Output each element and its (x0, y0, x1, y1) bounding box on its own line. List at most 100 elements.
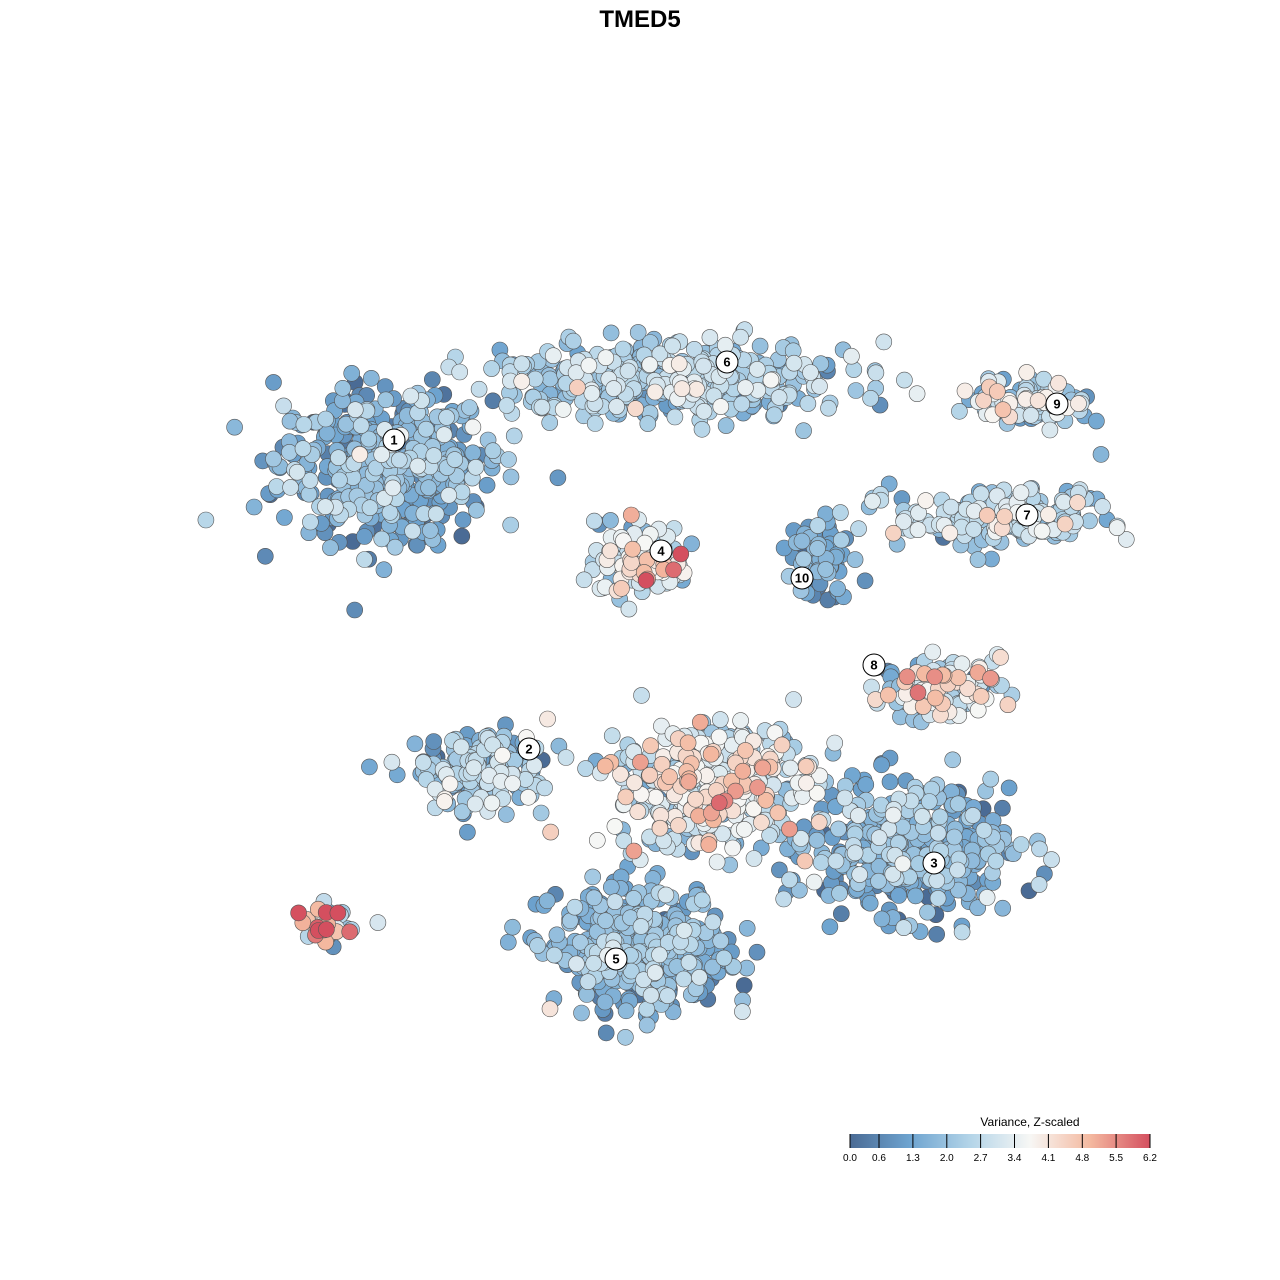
data-point (317, 498, 334, 516)
data-point (466, 795, 484, 813)
data-point (557, 749, 575, 766)
data-point (1050, 374, 1067, 392)
data-point (745, 850, 763, 867)
data-point (632, 918, 650, 935)
data-point (679, 734, 697, 752)
data-point (749, 779, 767, 796)
data-point (862, 389, 879, 407)
data-point (585, 889, 603, 907)
data-point (924, 643, 942, 661)
data-point (619, 362, 637, 380)
data-point (909, 521, 927, 539)
data-point (544, 347, 562, 365)
legend-tick-label: 2.0 (940, 1153, 954, 1164)
data-point (711, 711, 729, 728)
data-point (832, 504, 849, 521)
data-point (691, 713, 709, 731)
data-point (294, 440, 312, 457)
data-point (994, 899, 1012, 917)
data-point (884, 865, 902, 883)
data-point (847, 382, 865, 399)
data-point (950, 881, 967, 899)
data-point (602, 878, 620, 896)
data-point (949, 669, 967, 686)
data-point (688, 380, 705, 398)
data-point (484, 442, 502, 460)
data-point (499, 933, 517, 951)
legend-colorbar (850, 1134, 1150, 1148)
cluster-label-text: 5 (612, 952, 619, 967)
data-point (809, 517, 827, 534)
data-point (484, 392, 502, 410)
legend-tick-label: 4.8 (1075, 1153, 1089, 1164)
data-point (360, 430, 378, 448)
data-point (541, 414, 559, 431)
data-point (926, 689, 944, 707)
data-point (843, 347, 860, 365)
data-point (1088, 412, 1105, 430)
data-point (1108, 519, 1126, 537)
cluster-label-badge (790, 566, 814, 590)
data-point (641, 356, 659, 374)
data-point (632, 753, 649, 771)
data-point (465, 759, 483, 777)
data-point (596, 757, 614, 775)
data-point (542, 823, 560, 841)
data-point (1043, 851, 1060, 868)
data-point (673, 380, 691, 398)
data-point (452, 738, 470, 756)
data-point (836, 789, 854, 807)
data-point (817, 561, 835, 578)
data-point (454, 511, 472, 529)
data-point (821, 918, 839, 936)
data-point (737, 379, 754, 397)
data-point (302, 513, 319, 531)
data-point (281, 412, 299, 430)
data-point (956, 382, 974, 400)
data-point (384, 479, 402, 497)
data-point (606, 893, 624, 911)
data-point (953, 655, 971, 673)
data-point (753, 814, 770, 831)
data-point (1094, 498, 1111, 515)
data-point (972, 485, 990, 503)
data-point (832, 531, 850, 549)
data-point (533, 398, 551, 416)
data-point (265, 374, 282, 391)
data-point (908, 385, 926, 403)
cluster-label-text: 3 (930, 856, 937, 871)
data-point (290, 904, 307, 922)
data-point (423, 371, 441, 388)
cluster-label-7: 7 (1015, 503, 1039, 527)
data-point (738, 919, 756, 937)
data-point (548, 926, 566, 944)
data-point (700, 836, 718, 853)
data-point (710, 794, 728, 812)
data-point (646, 383, 664, 401)
data-point (329, 904, 347, 922)
data-point (773, 736, 791, 754)
data-point (624, 540, 641, 558)
data-point (765, 406, 783, 424)
data-point (982, 669, 999, 687)
data-point (791, 881, 808, 899)
legend-tick-label: 1.3 (906, 1153, 920, 1164)
legend-tick-label: 0.0 (843, 1153, 857, 1164)
data-point (651, 819, 669, 837)
data-point (513, 355, 531, 373)
data-point (770, 389, 788, 406)
data-point (717, 417, 735, 434)
data-point (641, 766, 659, 784)
data-point (504, 775, 521, 792)
data-point (926, 668, 943, 686)
data-point (427, 505, 445, 523)
data-point (701, 329, 719, 346)
data-point (478, 476, 496, 494)
data-point (575, 571, 593, 589)
data-point (727, 782, 744, 800)
data-point (812, 854, 830, 871)
data-point (829, 580, 846, 598)
data-point (464, 418, 482, 436)
data-point (680, 773, 698, 791)
data-point (638, 1000, 656, 1018)
